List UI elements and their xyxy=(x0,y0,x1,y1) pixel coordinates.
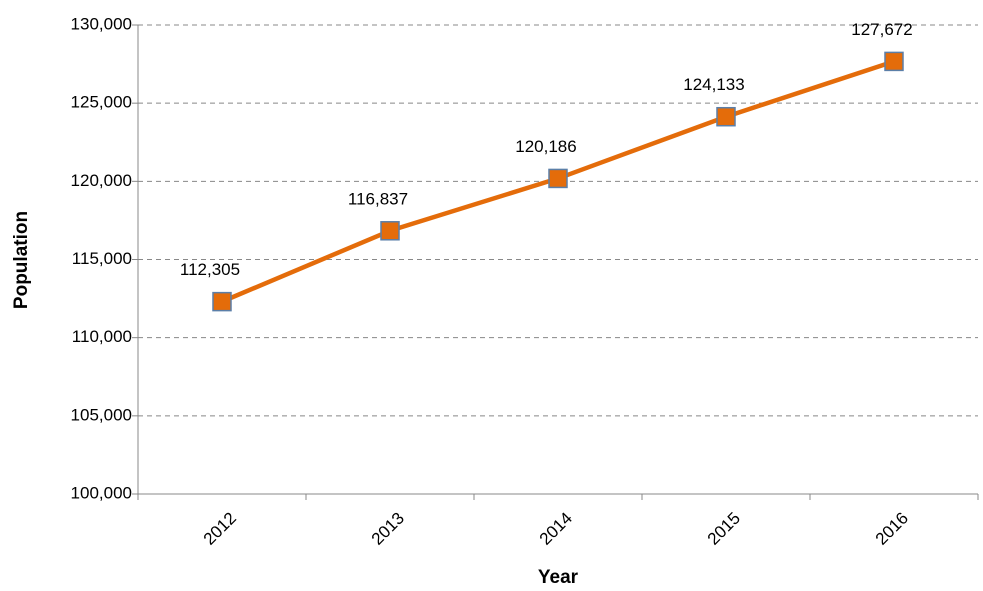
data-label: 116,837 xyxy=(348,189,408,208)
data-label: 127,672 xyxy=(851,20,912,39)
y-tick-label: 115,000 xyxy=(72,249,132,268)
y-tick-label: 110,000 xyxy=(72,327,132,346)
data-label: 124,133 xyxy=(683,75,744,94)
x-tick-label: 2015 xyxy=(704,509,744,549)
marker xyxy=(884,51,904,72)
marker xyxy=(212,291,232,312)
x-tick-label: 2012 xyxy=(200,509,240,549)
x-tick-label: 2016 xyxy=(872,509,912,549)
marker xyxy=(548,168,568,189)
data-label: 120,186 xyxy=(515,137,576,156)
data-label: 112,305 xyxy=(180,260,240,279)
x-tick-label: 2014 xyxy=(536,509,576,549)
y-tick-label: 120,000 xyxy=(71,171,132,190)
y-tick-label: 100,000 xyxy=(71,483,132,502)
y-axis-title: Population xyxy=(11,211,32,309)
y-tick-label: 105,000 xyxy=(71,405,132,424)
x-tick-label: 2013 xyxy=(368,509,408,549)
y-tick-label: 130,000 xyxy=(71,14,132,33)
marker xyxy=(380,221,400,241)
marker xyxy=(716,106,736,127)
y-tick-label: 125,000 xyxy=(71,93,132,112)
x-axis-title: Year xyxy=(538,567,579,588)
